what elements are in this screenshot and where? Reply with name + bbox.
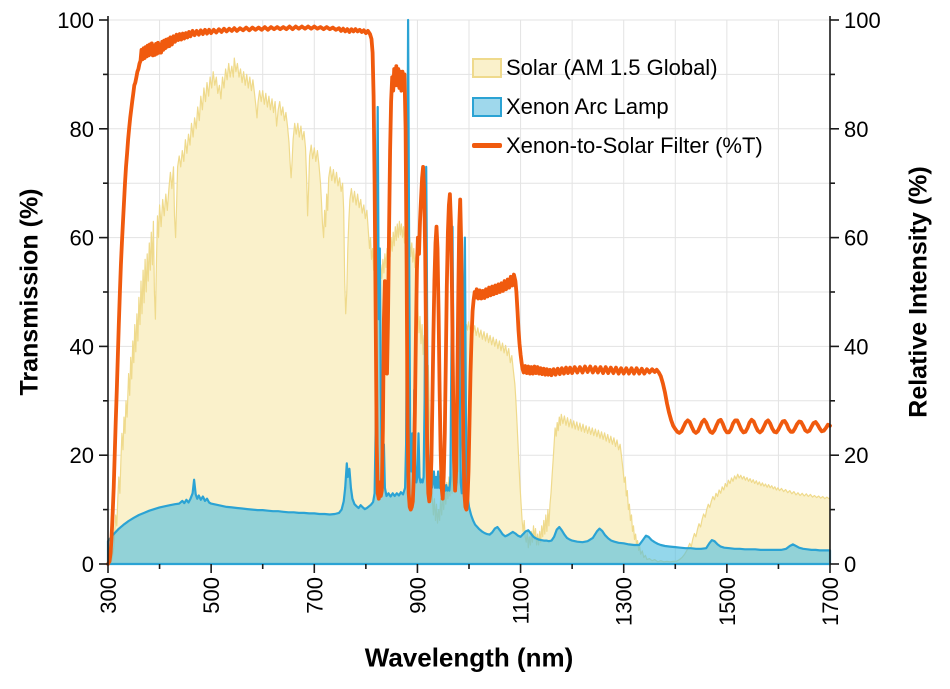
y-left-tick-label: 40 <box>70 334 94 359</box>
x-tick-label: 1300 <box>612 577 637 626</box>
legend-item-xenon: Xenon Arc Lamp <box>472 87 763 126</box>
y-right-tick-label: 80 <box>844 117 868 142</box>
solar-swatch-icon <box>472 57 502 78</box>
legend-label-xenon: Xenon Arc Lamp <box>506 93 669 119</box>
legend-item-solar: Solar (AM 1.5 Global) <box>472 48 763 87</box>
filter-line-swatch-icon <box>472 143 502 148</box>
y-right-tick-label: 60 <box>844 226 868 251</box>
y-right-tick-label: 20 <box>844 443 868 468</box>
y-left-tick-label: 100 <box>57 8 94 33</box>
left-axis-title: Transmission (%) <box>15 188 44 396</box>
y-left-tick-label: 60 <box>70 226 94 251</box>
legend-item-filter: Xenon-to-Solar Filter (%T) <box>472 126 763 165</box>
y-left-tick-label: 20 <box>70 443 94 468</box>
x-tick-label: 900 <box>405 577 430 614</box>
filter-line <box>106 24 832 566</box>
y-left-tick-label: 80 <box>70 117 94 142</box>
xenon-swatch-icon <box>472 96 502 117</box>
x-tick-label: 1500 <box>715 577 740 626</box>
right-axis-title: Relative Intensity (%) <box>904 166 933 418</box>
y-right-tick-label: 40 <box>844 334 868 359</box>
x-tick-label: 300 <box>96 577 121 614</box>
x-tick-label: 1700 <box>818 577 843 626</box>
legend-label-solar: Solar (AM 1.5 Global) <box>506 54 718 80</box>
x-axis-title: Wavelength (nm) <box>364 642 574 673</box>
x-tick-label: 500 <box>199 577 224 614</box>
x-tick-label: 1100 <box>509 577 534 624</box>
x-tick-label: 700 <box>302 577 327 614</box>
y-right-tick-label: 100 <box>844 8 881 33</box>
y-left-tick-label: 0 <box>82 552 94 577</box>
legend: Solar (AM 1.5 Global) Xenon Arc Lamp Xen… <box>472 48 763 165</box>
y-right-tick-label: 0 <box>844 552 856 577</box>
legend-label-filter: Xenon-to-Solar Filter (%T) <box>506 132 763 158</box>
